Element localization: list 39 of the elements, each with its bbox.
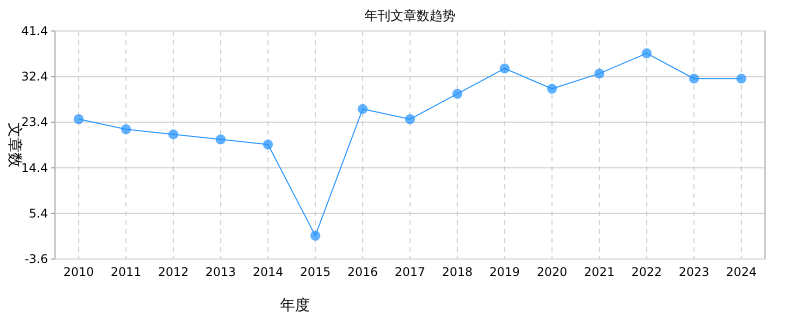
x-tick-label: 2018 — [442, 265, 473, 279]
point — [216, 134, 226, 144]
x-tick-label: 2021 — [584, 265, 615, 279]
y-tick-label: 5.4 — [28, 206, 48, 220]
x-tick-label: 2013 — [205, 265, 236, 279]
point — [500, 63, 510, 74]
point — [452, 88, 462, 99]
x-tick-label: 2024 — [726, 265, 757, 279]
point — [168, 129, 178, 140]
point — [547, 84, 557, 94]
x-tick-label: 2019 — [489, 265, 520, 279]
point — [263, 139, 273, 150]
x-tick-label: 2017 — [394, 265, 426, 279]
x-tick-label: 2020 — [536, 265, 568, 279]
point — [594, 68, 604, 79]
x-axis-title: 年度 — [280, 296, 310, 314]
y-tick-label: 14.4 — [21, 160, 48, 175]
y-tick-label: -3.6 — [24, 252, 48, 266]
x-tick-label: 2016 — [347, 265, 378, 279]
point — [642, 48, 652, 58]
chart-title: 年刊文章数趋势 — [364, 9, 456, 24]
point — [736, 74, 746, 84]
x-tick-label: 2023 — [678, 265, 710, 279]
point — [74, 114, 84, 124]
x-tick-label: 2014 — [252, 265, 284, 279]
point — [358, 104, 368, 114]
x-tick-label: 2015 — [300, 265, 331, 279]
x-tick-label: 2011 — [110, 265, 142, 279]
point — [689, 74, 699, 84]
x-tick-label: 2010 — [63, 265, 94, 279]
point — [405, 114, 415, 124]
point — [310, 230, 320, 241]
y-axis-title: 文章数 — [6, 122, 24, 168]
y-tick-label: 41.4 — [21, 24, 48, 38]
y-tick-label: 23.4 — [21, 115, 48, 130]
x-tick-label: 2022 — [631, 265, 662, 279]
x-tick-label: 2012 — [158, 265, 189, 279]
point — [121, 124, 131, 134]
y-tick-label: 32.4 — [21, 70, 48, 84]
